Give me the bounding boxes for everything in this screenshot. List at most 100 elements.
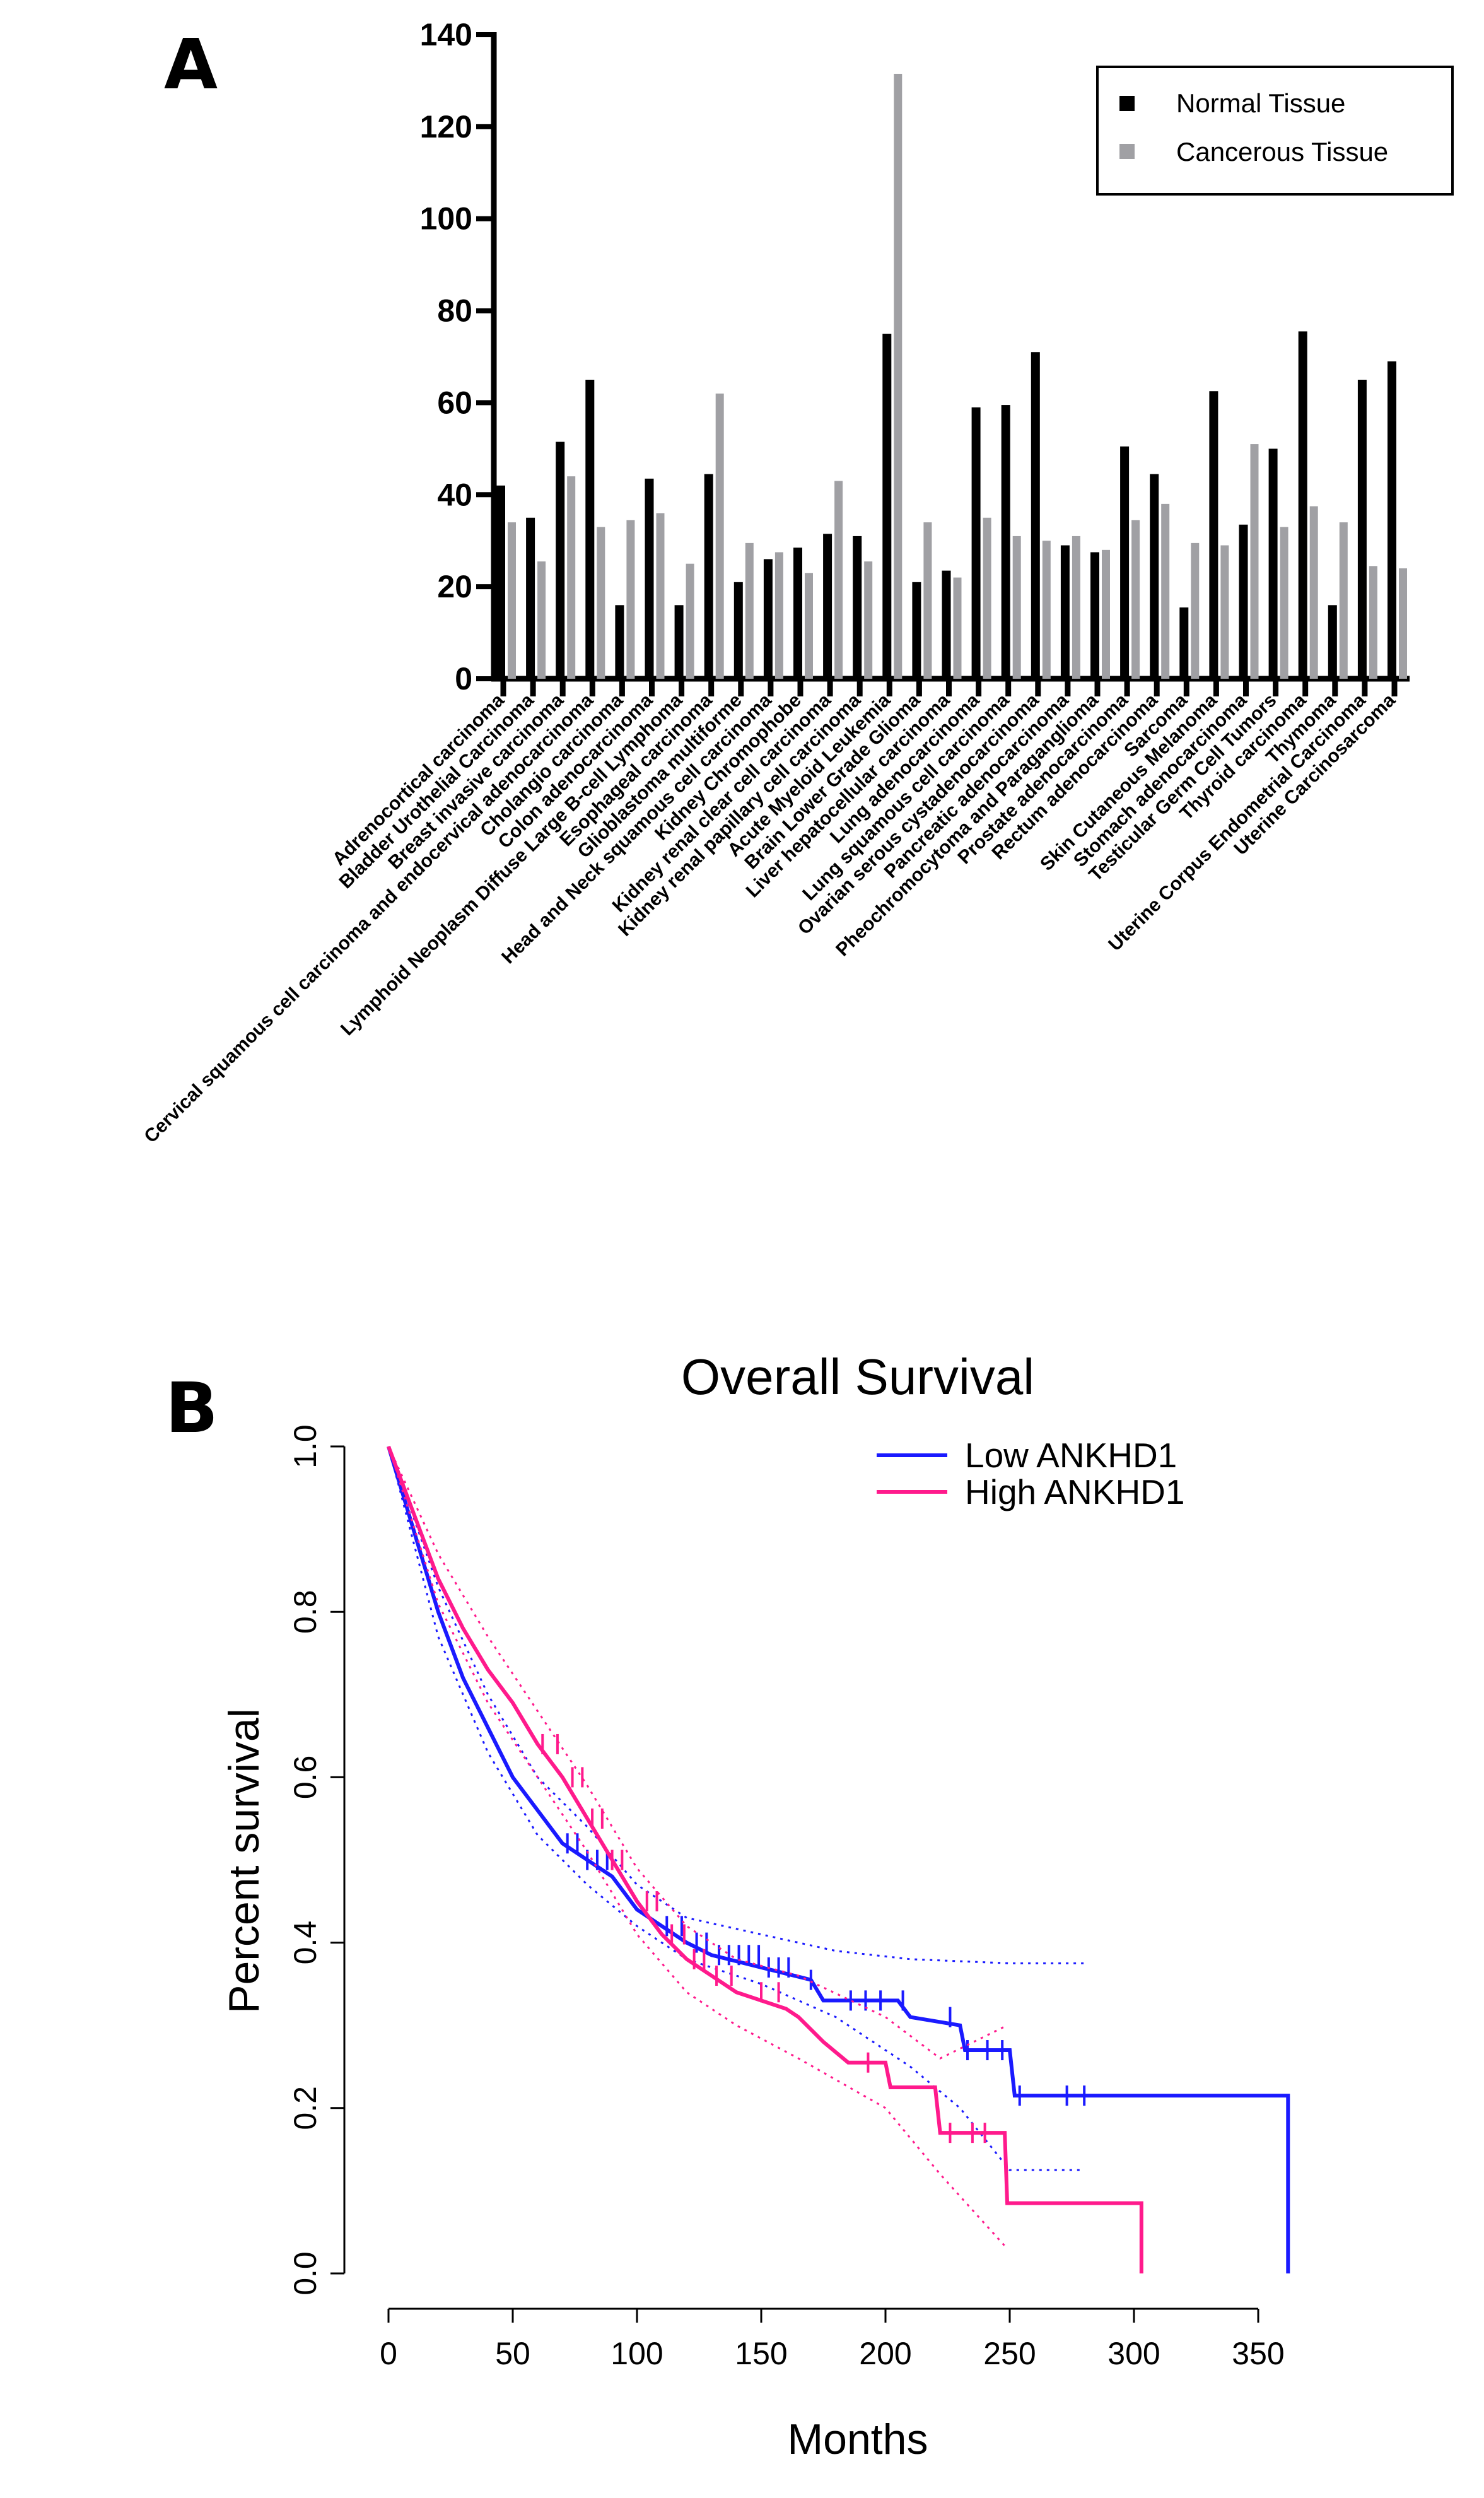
bar-cancerous-tissue [1280,527,1288,679]
bar-normal-tissue [942,570,951,679]
y-tick-label: 20 [437,569,472,604]
y-tick-label: 1.0 [288,1424,323,1469]
bar-cancerous-tissue [1102,549,1110,679]
y-tick-label: 0 [455,661,472,696]
bar-normal-tissue [585,379,595,679]
bar-normal-tissue [1388,361,1396,679]
bar-normal-tissue [704,474,713,679]
bar-cancerous-tissue [1369,566,1377,679]
bar-normal-tissue [1060,545,1070,679]
bar-normal-tissue [793,548,802,679]
bar-cancerous-tissue [1131,520,1140,679]
bar-cancerous-tissue [774,552,783,679]
x-tick-label: 300 [1107,2336,1160,2371]
y-axis-title: Percent survival [220,1708,268,2014]
x-tick-label: 100 [611,2336,663,2371]
bar-normal-tissue [1298,331,1307,679]
bar-normal-tissue [763,559,773,679]
bar-cancerous-tissue [1399,568,1407,679]
y-tick-label: 140 [420,17,472,52]
bar-normal-tissue [496,485,505,679]
bar-normal-tissue [1179,607,1189,679]
survival-line-low-ankhd1 [387,1446,1290,2273]
y-tick-label: 80 [437,293,472,329]
bar-cancerous-tissue [715,393,724,679]
y-tick-label: 0.2 [288,2086,323,2130]
bar-cancerous-tissue [1072,536,1080,679]
bar-cancerous-tissue [953,577,962,679]
y-tick-label: 0.0 [288,2251,323,2296]
x-tick-label: 250 [983,2336,1036,2371]
x-tick-label: 150 [735,2336,787,2371]
bar-normal-tissue [1357,379,1367,679]
bar-normal-tissue [1120,446,1130,679]
bar-cancerous-tissue [894,73,903,679]
bar-normal-tissue [556,442,565,679]
x-axis-title: Months [788,2415,928,2463]
ci-lower-high-ankhd1 [387,1446,1008,2249]
y-tick-label: 100 [420,201,472,237]
legend-label-low-ankhd1: Low ANKHD1 [965,1436,1177,1475]
panel-label-a: A [164,24,218,105]
bar-normal-tissue [912,582,921,679]
bar-cancerous-tissue [686,563,694,679]
bar-cancerous-tissue [805,573,813,679]
survival-line-high-ankhd1 [387,1445,1143,2273]
bar-normal-tissue [615,605,624,679]
bar-cancerous-tissue [1250,444,1259,679]
bar-cancerous-tissue [567,476,576,679]
bar-cancerous-tissue [597,527,605,679]
bar-normal-tissue [526,517,535,679]
panel-label-b: B [165,1368,218,1448]
chart-title: Overall Survival [681,1349,1034,1405]
y-tick-label: 120 [420,109,472,144]
legend-swatch-normal [1119,96,1135,111]
bar-normal-tissue [823,534,833,679]
legend-label-high-ankhd1: High ANKHD1 [965,1472,1184,1511]
y-tick-label: 0.6 [288,1756,323,1800]
bar-cancerous-tissue [1309,506,1318,679]
bar-normal-tissue [882,334,892,679]
y-tick-label: 40 [437,477,472,512]
bar-cancerous-tissue [983,517,991,679]
bar-normal-tissue [1328,605,1337,679]
bar-normal-tissue [1090,552,1099,679]
bar-normal-tissue [645,478,654,679]
bar-cancerous-tissue [1161,503,1170,679]
legend-swatch-cancerous [1119,144,1135,159]
bar-cancerous-tissue [1191,542,1200,679]
legend-box [1096,66,1454,196]
bar-normal-tissue [674,605,684,679]
bar-cancerous-tissue [1042,541,1051,679]
bar-cancerous-tissue [745,542,754,679]
bar-normal-tissue [733,582,743,679]
bar-cancerous-tissue [656,513,665,679]
bar-cancerous-tissue [1012,536,1021,679]
ci-upper-high-ankhd1 [387,1446,1008,2060]
bar-cancerous-tissue [834,481,843,679]
bar-cancerous-tissue [1339,522,1348,679]
legend-label-normal: Normal Tissue [1176,88,1345,118]
legend-label-cancerous: Cancerous Tissue [1176,137,1388,167]
bar-normal-tissue [853,536,862,679]
bar-cancerous-tissue [864,561,873,679]
bar-normal-tissue [1209,391,1218,679]
x-tick-label: 350 [1232,2336,1284,2371]
x-tick-label: 50 [495,2336,530,2371]
y-tick-label: 60 [437,385,472,420]
bar-normal-tissue [971,407,981,679]
bar-normal-tissue [1268,449,1278,679]
bar-cancerous-tissue [1220,545,1229,679]
y-tick-label: 0.8 [288,1590,323,1634]
bar-cancerous-tissue [626,520,635,679]
bar-normal-tissue [1239,524,1248,679]
survival-chart-b: Overall Survival 0 50 100 150 200 250 300 350 0.0… [220,1349,1290,2463]
bar-normal-tissue [1001,405,1010,679]
y-tick-label: 0.4 [288,1921,323,1965]
bar-normal-tissue [1150,474,1159,679]
bar-cancerous-tissue [923,522,932,679]
bar-normal-tissue [1031,352,1040,679]
x-tick-label: 200 [859,2336,911,2371]
